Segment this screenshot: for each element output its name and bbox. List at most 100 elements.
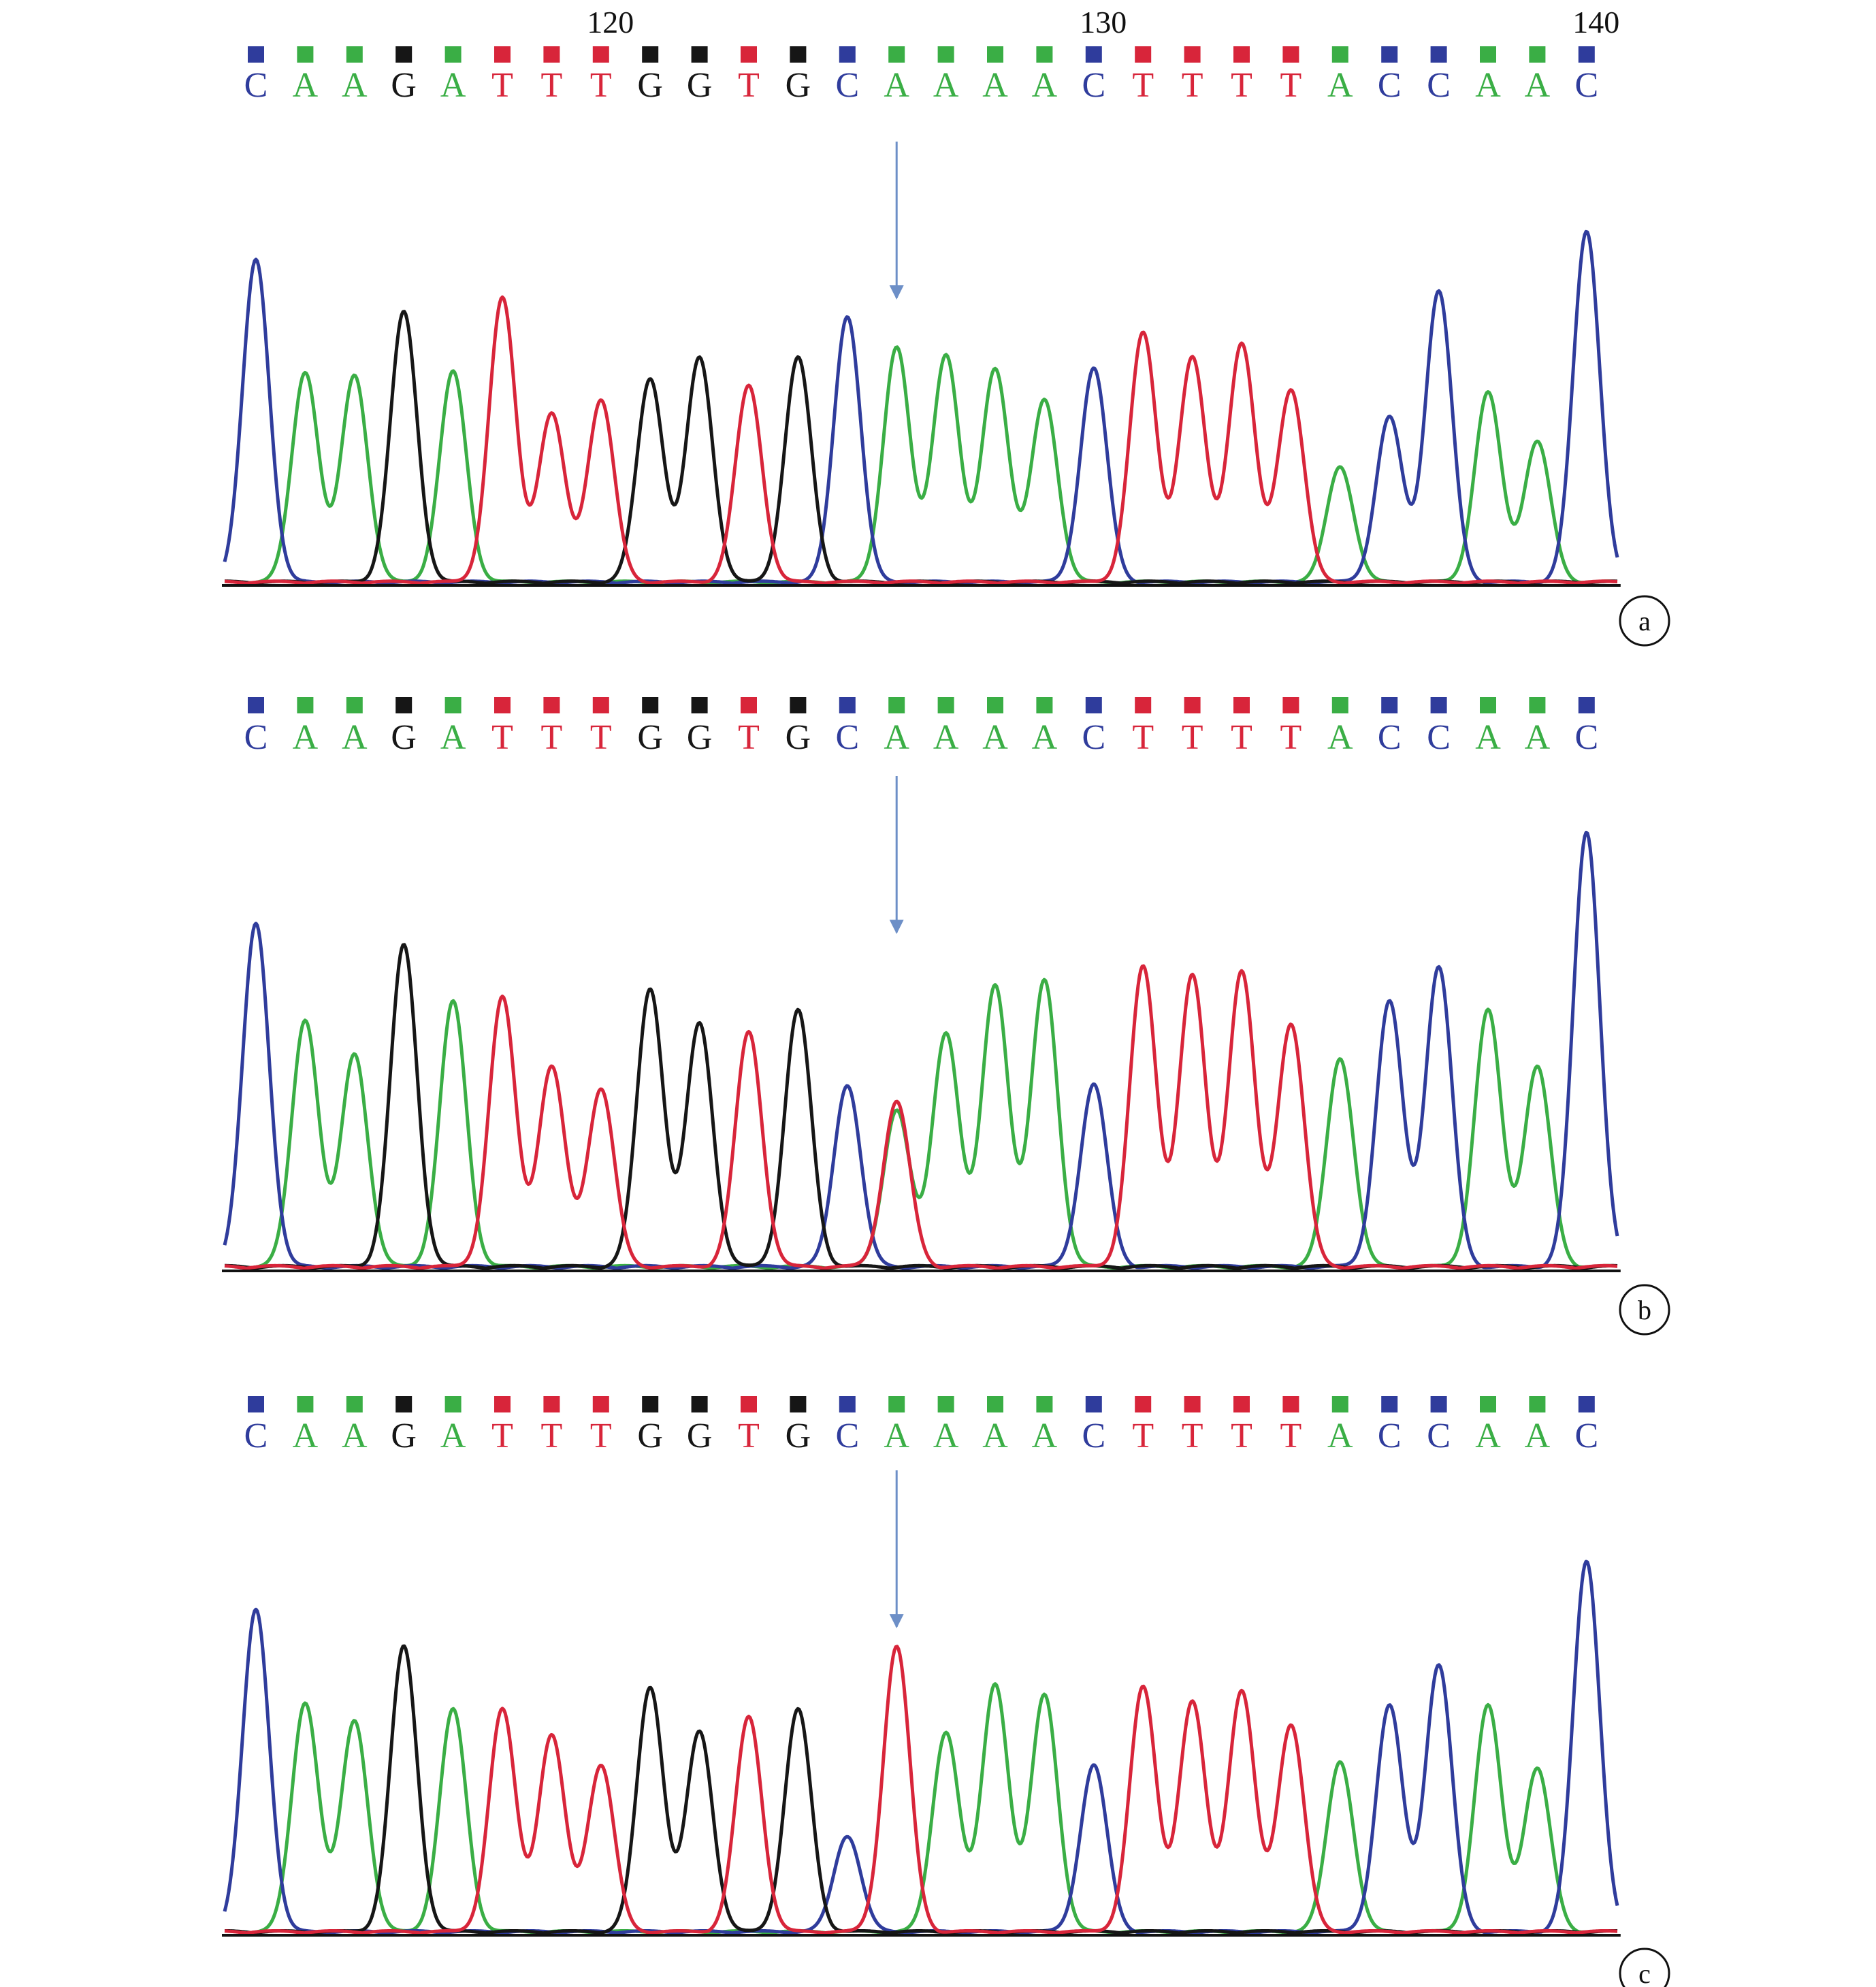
base-marker — [1233, 1396, 1250, 1412]
base-marker — [790, 1396, 807, 1412]
base-marker — [494, 1396, 511, 1412]
base-marker — [1184, 46, 1201, 63]
base-call: C — [244, 718, 268, 757]
base-marker — [937, 46, 954, 63]
base-call: A — [1032, 66, 1058, 105]
position-label: 140 — [1572, 5, 1619, 39]
base-marker — [1578, 46, 1595, 63]
base-marker — [1480, 697, 1496, 713]
base-marker — [592, 697, 609, 713]
base-call: A — [982, 66, 1008, 105]
base-marker — [839, 46, 856, 63]
base-marker — [741, 1396, 757, 1412]
base-call: A — [1327, 718, 1353, 757]
base-call: T — [1231, 66, 1252, 105]
panel-label-circle — [1619, 1948, 1670, 1987]
base-call: C — [1427, 66, 1451, 105]
panel-label-circle — [1619, 595, 1670, 647]
base-call: T — [1182, 1417, 1203, 1455]
base-call: C — [1082, 66, 1105, 105]
base-marker — [346, 697, 363, 713]
base-call: A — [1032, 718, 1058, 757]
base-call: C — [1574, 718, 1598, 757]
base-call: A — [1475, 1417, 1501, 1455]
base-marker — [839, 697, 856, 713]
base-marker — [1529, 1396, 1546, 1412]
base-marker — [1233, 46, 1250, 63]
base-marker — [494, 697, 511, 713]
panel-label: a — [1638, 606, 1651, 636]
base-call: C — [835, 66, 859, 105]
base-marker — [790, 46, 807, 63]
base-call: C — [835, 718, 859, 757]
base-marker — [1480, 1396, 1496, 1412]
base-marker — [1036, 1396, 1053, 1412]
base-marker — [1331, 46, 1348, 63]
base-marker — [543, 46, 560, 63]
base-call: A — [884, 66, 909, 105]
trace-T — [224, 964, 1618, 1270]
base-call: C — [1378, 718, 1402, 757]
panel-c: C A A G A T T T G G T G C A A A A C T T T T A C C A A Cc — [222, 1396, 1670, 1987]
base-marker — [346, 1396, 363, 1412]
base-marker — [888, 1396, 905, 1412]
base-marker — [1331, 1396, 1348, 1412]
base-marker — [937, 1396, 954, 1412]
base-call: T — [491, 718, 513, 757]
base-call: C — [1574, 66, 1598, 105]
base-marker — [1282, 46, 1299, 63]
base-marker — [1430, 1396, 1447, 1412]
base-call: T — [491, 1417, 513, 1455]
base-marker — [592, 1396, 609, 1412]
panel-label: b — [1638, 1295, 1651, 1325]
base-marker — [395, 46, 413, 63]
base-marker — [642, 1396, 659, 1412]
base-call: G — [687, 1417, 713, 1455]
base-call: G — [637, 66, 663, 105]
trace-A — [224, 345, 1618, 585]
base-call: G — [687, 718, 713, 757]
base-call: T — [541, 718, 563, 757]
base-call: T — [1182, 66, 1203, 105]
base-call: A — [1525, 1417, 1551, 1455]
base-call: C — [244, 66, 268, 105]
base-marker — [444, 46, 462, 63]
base-call: C — [1427, 1417, 1451, 1455]
base-call: C — [1574, 1417, 1598, 1455]
base-call: T — [738, 1417, 760, 1455]
base-marker — [691, 46, 708, 63]
base-marker — [1282, 1396, 1299, 1412]
base-call: A — [440, 66, 466, 105]
trace-T — [224, 1645, 1618, 1935]
base-call: A — [884, 718, 909, 757]
base-marker — [1578, 1396, 1595, 1412]
base-call: T — [738, 66, 760, 105]
base-marker — [1381, 1396, 1398, 1412]
trace-A — [224, 1682, 1618, 1935]
base-marker — [642, 697, 659, 713]
base-marker — [1578, 697, 1595, 713]
base-marker — [839, 1396, 856, 1412]
base-call: T — [1280, 1417, 1302, 1455]
base-call: A — [440, 718, 466, 757]
base-marker — [1430, 697, 1447, 713]
base-marker — [248, 697, 264, 713]
base-marker — [1085, 1396, 1102, 1412]
base-call: C — [244, 1417, 268, 1455]
base-call: A — [933, 1417, 959, 1455]
base-marker — [543, 1396, 560, 1412]
base-call: A — [1327, 66, 1353, 105]
base-call: C — [1082, 718, 1105, 757]
base-call: G — [391, 718, 417, 757]
base-marker — [888, 46, 905, 63]
base-call: T — [590, 718, 612, 757]
base-marker — [987, 1396, 1003, 1412]
base-marker — [741, 697, 757, 713]
base-marker — [741, 46, 757, 63]
base-marker — [1233, 697, 1250, 713]
panel-label-circle — [1619, 1284, 1670, 1336]
base-call: T — [1132, 1417, 1154, 1455]
trace-G — [224, 943, 1618, 1270]
